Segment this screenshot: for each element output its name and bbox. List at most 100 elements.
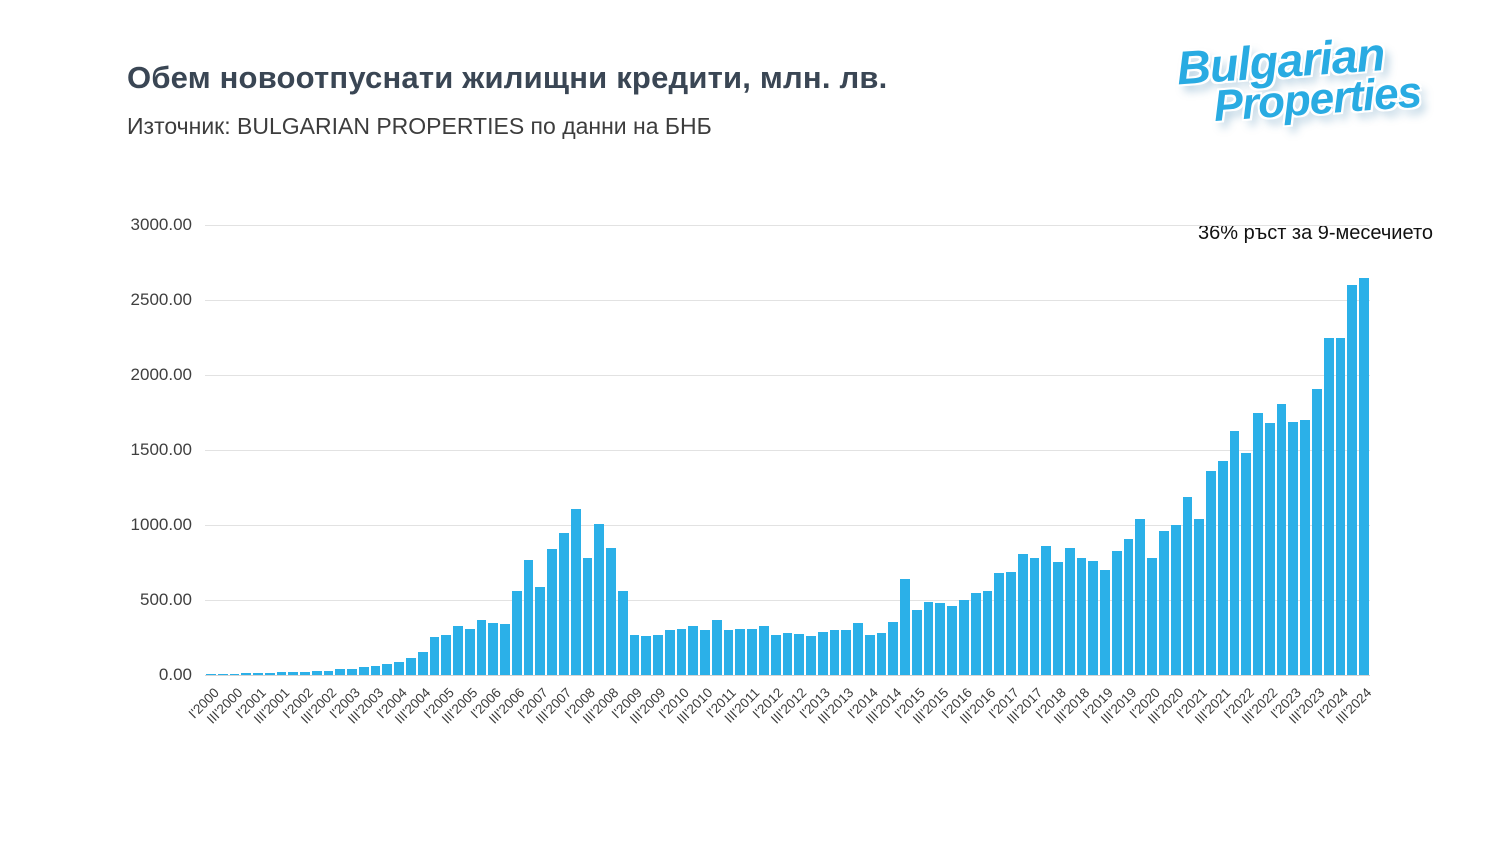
bar-I'2022 <box>1241 453 1252 675</box>
bar-I'2004 <box>394 662 405 675</box>
bar-I'2024 <box>1335 337 1346 675</box>
bar-I'2001 <box>253 673 263 675</box>
bar-I'2008 <box>582 558 593 675</box>
bar-I'2011 <box>723 630 734 675</box>
bar-III'2021 <box>1217 460 1228 675</box>
bar-I'2012 <box>770 635 781 675</box>
bar-IV'2000 <box>241 673 252 675</box>
bar-II'2016 <box>970 592 981 675</box>
gridline <box>205 225 1370 226</box>
bar-III'2015 <box>935 603 946 675</box>
bar-II'2007 <box>547 549 557 675</box>
page-title: Обем новоотпуснати жилищни кредити, млн.… <box>127 60 888 95</box>
y-tick-label: 2000.00 <box>130 365 192 384</box>
bar-I'2016 <box>959 600 969 675</box>
bar-I'2009 <box>629 634 640 675</box>
bar-III'2019 <box>1123 538 1134 675</box>
bar-III'2009 <box>653 634 663 675</box>
bar-I'2023 <box>1288 421 1299 675</box>
gridline <box>205 450 1370 451</box>
bar-IV'2015 <box>947 606 957 675</box>
bar-II'2020 <box>1159 531 1169 675</box>
bar-II'2014 <box>876 633 887 675</box>
bar-II'2003 <box>358 667 369 675</box>
bar-IV'2013 <box>853 622 863 675</box>
bar-IV'2020 <box>1182 496 1193 675</box>
bar-III'2023 <box>1311 388 1322 675</box>
bar-III'2014 <box>888 622 899 675</box>
bar-IV'2011 <box>758 626 769 675</box>
bar-III'2013 <box>841 629 852 675</box>
bar-II'2013 <box>829 630 840 675</box>
logo-word-properties: Properties <box>1212 67 1423 131</box>
bar-I'2017 <box>1006 571 1016 675</box>
bar-III'2006 <box>511 591 522 675</box>
bar-IV'2007 <box>570 509 581 675</box>
bar-IV'2003 <box>382 664 393 675</box>
bar-II'2004 <box>406 657 416 675</box>
bar-III'2010 <box>700 630 710 675</box>
bar-III'2007 <box>558 532 569 675</box>
bar-IV'2021 <box>1229 430 1240 675</box>
bar-I'2000 <box>206 674 216 675</box>
bar-III'2004 <box>417 651 428 675</box>
bar-I'2014 <box>864 634 875 675</box>
bar-IV'2017 <box>1041 546 1052 675</box>
bar-III'2008 <box>606 547 616 675</box>
bar-IV'2005 <box>476 619 487 675</box>
bar-IV'2022 <box>1276 403 1287 675</box>
bar-II'2021 <box>1206 471 1216 675</box>
gridline <box>205 600 1370 601</box>
bar-IV'2008 <box>617 591 628 675</box>
gridline <box>205 375 1370 376</box>
bulgarian-properties-logo: Bulgarian Properties <box>1175 27 1423 132</box>
bar-III'2012 <box>794 634 805 675</box>
bar-II'2010 <box>688 626 699 675</box>
bar-II'2017 <box>1017 553 1028 675</box>
bar-IV'2004 <box>429 636 440 675</box>
y-tick-label: 0.00 <box>158 665 192 684</box>
bar-I'2019 <box>1100 570 1110 675</box>
bar-IV'2002 <box>335 669 346 675</box>
bar-III'2024 <box>1359 277 1369 675</box>
bar-I'2020 <box>1147 558 1158 675</box>
bar-II'2012 <box>782 633 793 675</box>
growth-annotation: 36% ръст за 9-месечието <box>1198 222 1433 244</box>
bar-II'2019 <box>1111 550 1122 675</box>
y-tick-label: 1000.00 <box>130 515 192 534</box>
bars-container <box>205 225 1370 675</box>
bar-III'2011 <box>747 629 757 675</box>
bar-II'2018 <box>1064 547 1075 675</box>
y-tick-label: 2500.00 <box>130 290 192 309</box>
gridline <box>205 525 1370 526</box>
bar-II'2011 <box>735 628 746 675</box>
bar-I'2015 <box>911 610 922 675</box>
bar-III'2003 <box>370 665 381 675</box>
bar-III'2016 <box>982 591 993 675</box>
bar-IV'2012 <box>806 635 816 675</box>
bar-II'2000 <box>217 673 228 675</box>
bar-III'2005 <box>464 629 475 675</box>
chart-source: Източник: BULGARIAN PROPERTIES по данни … <box>127 113 712 139</box>
bar-I'2005 <box>441 634 452 675</box>
bar-I'2002 <box>300 672 310 675</box>
bar-II'2008 <box>594 523 605 675</box>
bar-IV'2019 <box>1135 519 1146 675</box>
bar-III'2020 <box>1170 525 1181 675</box>
bar-I'2018 <box>1053 561 1063 675</box>
bar-I'2021 <box>1194 519 1205 675</box>
bar-III'2022 <box>1264 423 1275 675</box>
bar-IV'2006 <box>523 559 534 675</box>
bar-I'2010 <box>676 628 687 675</box>
bar-I'2006 <box>488 622 499 675</box>
bar-III'2000 <box>229 673 240 675</box>
bar-III'2018 <box>1076 558 1087 675</box>
bar-II'2024 <box>1347 285 1358 675</box>
bar-III'2001 <box>276 672 287 675</box>
bar-I'2003 <box>347 668 357 675</box>
bar-IV'2010 <box>711 619 722 675</box>
gridline <box>205 300 1370 301</box>
bar-II'2015 <box>923 601 934 675</box>
bar-I'2013 <box>817 631 828 675</box>
